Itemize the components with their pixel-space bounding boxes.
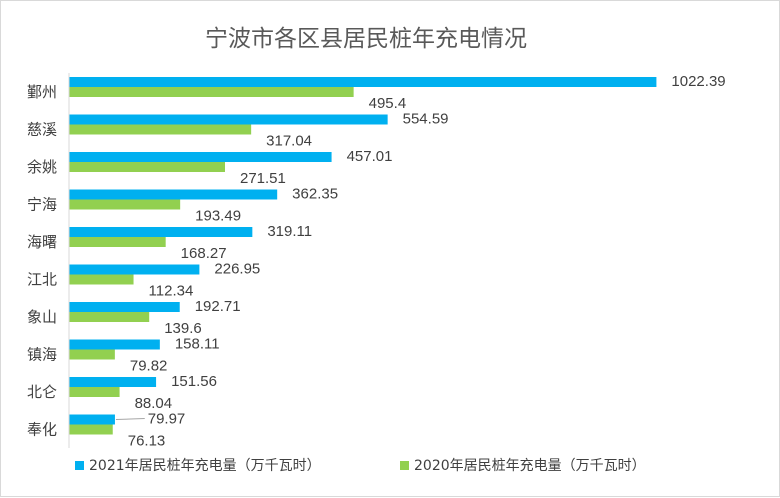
data-label: 151.56 <box>171 373 217 390</box>
bar-2021 <box>69 227 253 237</box>
bar-2021 <box>69 414 115 425</box>
data-label: 271.51 <box>240 170 286 187</box>
bar-2021 <box>69 189 278 200</box>
bar-2021 <box>69 77 657 87</box>
data-label: 192.71 <box>195 298 241 315</box>
legend-label: 2021年居民桩年充电量（万千瓦时） <box>89 457 321 474</box>
data-label: 76.13 <box>128 433 166 450</box>
bar-2021 <box>69 114 388 125</box>
bar-2020 <box>69 124 252 135</box>
category-label: 奉化 <box>27 421 57 439</box>
category-label: 象山 <box>27 308 57 326</box>
bar-2021 <box>69 302 180 312</box>
bar-2021 <box>69 152 332 162</box>
legend-swatch-2020 <box>400 461 409 470</box>
data-label: 112.34 <box>149 283 194 300</box>
category-label: 江北 <box>27 271 57 289</box>
chart-title: 宁波市各区县居民桩年充电情况 <box>205 26 527 52</box>
leader-line <box>115 418 145 420</box>
category-label: 余姚 <box>27 158 57 176</box>
bar-2020 <box>69 312 150 322</box>
data-label: 319.11 <box>267 223 312 240</box>
data-label: 362.35 <box>292 186 338 203</box>
data-label: 193.49 <box>195 208 241 225</box>
data-label: 168.27 <box>181 245 227 262</box>
category-label: 宁海 <box>27 196 57 214</box>
category-label: 鄞州 <box>27 83 57 101</box>
data-label: 139.6 <box>164 320 202 337</box>
data-label: 457.01 <box>347 148 393 165</box>
category-label: 慈溪 <box>27 121 57 139</box>
bar-2020 <box>69 87 354 97</box>
legend-swatch-2021 <box>75 461 84 470</box>
bar-2021 <box>69 339 160 350</box>
bar-2020 <box>69 162 225 172</box>
bar-2020 <box>69 199 181 210</box>
bar-2020 <box>69 387 120 397</box>
legend: 2021年居民桩年充电量（万千瓦时） 2020年居民桩年充电量（万千瓦时） <box>75 457 646 474</box>
data-label: 554.59 <box>403 111 449 128</box>
data-label: 1022.39 <box>671 73 725 90</box>
bar-2020 <box>69 274 134 285</box>
data-label: 495.4 <box>369 95 407 112</box>
bar-2021 <box>69 264 200 275</box>
data-label: 226.95 <box>214 261 260 278</box>
bar-2020 <box>69 349 115 360</box>
bar-2020 <box>69 237 166 247</box>
legend-label: 2020年居民桩年充电量（万千瓦时） <box>414 457 646 474</box>
bar-2020 <box>69 424 113 435</box>
category-label: 镇海 <box>27 346 57 364</box>
bar-2021 <box>69 377 157 387</box>
data-label: 79.82 <box>130 358 168 375</box>
category-label: 海曙 <box>27 233 57 251</box>
data-label: 158.11 <box>175 336 220 353</box>
data-label: 317.04 <box>266 133 312 150</box>
plot-area: 鄞州 1022.39 495.4 慈溪 554.59 317.04 余姚 457.01 271.… <box>27 73 726 450</box>
category-label: 北仑 <box>27 383 57 401</box>
data-label: 79.97 <box>148 411 186 428</box>
data-label: 88.04 <box>135 395 173 412</box>
